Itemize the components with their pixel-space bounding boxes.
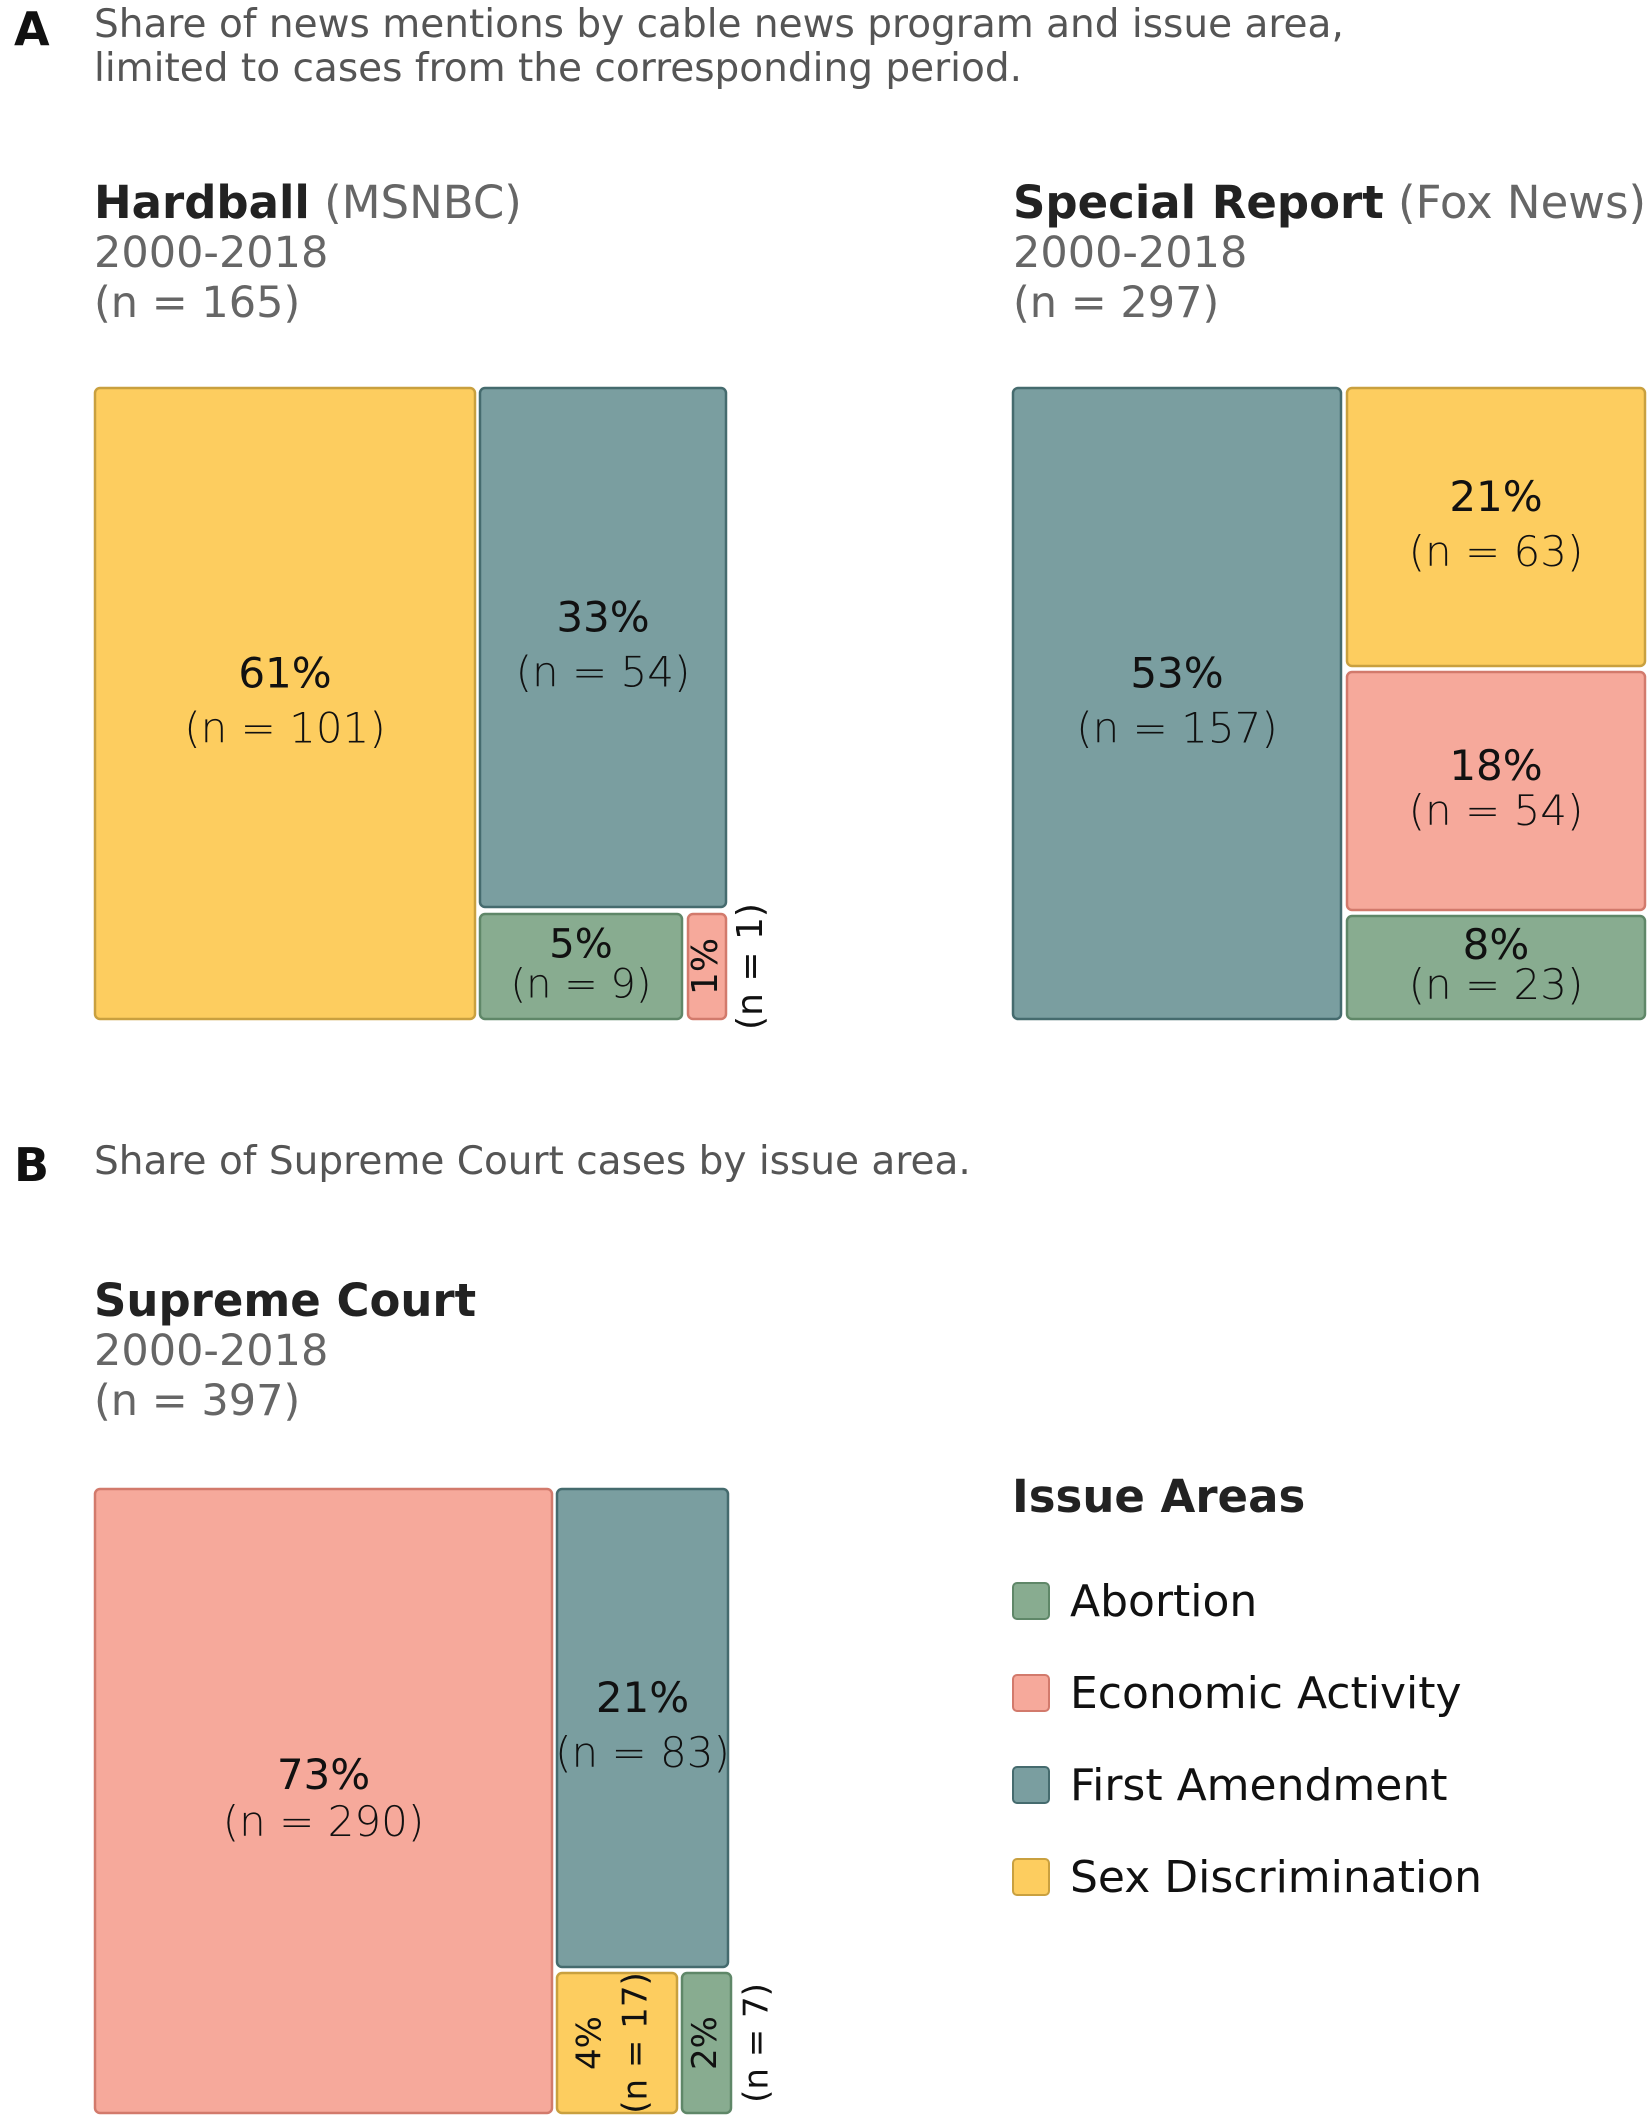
cell-rect [478, 912, 684, 1021]
cell-percent-label: 18% [1449, 741, 1542, 790]
cell-first-amendment: 21% (n = 83) [555, 1487, 730, 1969]
cell-n-label: (n = 54) [516, 648, 691, 697]
cell-n-label: (n = 1) [730, 903, 771, 1030]
cell-economic-activity: 1% (n = 1) [685, 903, 771, 1030]
legend-item-economic-activity: Economic Activity [1012, 1647, 1482, 1739]
cell-rect [93, 1487, 554, 2115]
cell-sex-discrimination: 21% (n = 63) [1345, 386, 1647, 668]
supreme-court-title: Supreme Court [94, 1274, 477, 1327]
special-report-total: (n = 297) [1013, 278, 1220, 328]
cell-abortion: 5%(n = 9) [478, 912, 684, 1021]
cell-n-label: (n = 290) [223, 1797, 424, 1846]
cell-percent-label: 1% [685, 938, 726, 995]
cell-rect [1011, 386, 1343, 1021]
legend-title: Issue Areas [1012, 1470, 1306, 1523]
panel-letter-b: B [14, 1138, 50, 1192]
cell-sex-discrimination: 61% (n = 101) [93, 386, 477, 1021]
cell-rect [680, 1971, 733, 2115]
supreme-court-period: 2000-2018 [94, 1326, 329, 1376]
cell-sex-discrimination: 4% (n = 17) [555, 1971, 679, 2115]
cell-rect [555, 1971, 679, 2115]
special-report-title: Special Report [1013, 176, 1384, 229]
hardball-period: 2000-2018 [94, 228, 329, 278]
cell-n-label: (n = 54) [1409, 786, 1584, 835]
legend-item-abortion: Abortion [1012, 1555, 1482, 1647]
hardball-total: (n = 165) [94, 278, 301, 328]
legend: Issue Areas Abortion Economic Activity F… [1012, 1470, 1482, 1923]
legend-swatch-first-amendment [1012, 1766, 1050, 1804]
cell-percent-label: 2% [685, 2016, 725, 2070]
legend-label: Abortion [1070, 1575, 1258, 1627]
cell-economic-activity: 73%(n = 290) [93, 1487, 554, 2115]
cell-rect [555, 1487, 730, 1969]
cell-abortion: 8%(n = 23) [1345, 914, 1647, 1021]
treemap-hardball: 61%(n = 101)33%(n = 54)5%(n = 9) 1% (n = 1… [93, 386, 771, 1030]
legend-item-first-amendment: First Amendment [1012, 1739, 1482, 1831]
legend-swatch-abortion [1012, 1582, 1050, 1620]
cell-rect [1345, 914, 1647, 1021]
cell-percent-label: 33% [556, 593, 649, 642]
treemap-supreme-court: 73%(n = 290)21%(n = 83)4% (n = 17) 2% (n = … [93, 1487, 777, 2115]
cell-percent-label: 21% [1449, 472, 1542, 521]
cell-n-label: (n = 17) [616, 1972, 656, 2113]
hardball-header: Hardball (MSNBC) 2000-2018 (n = 165) [94, 176, 522, 329]
cell-n-label: (n = 83) [555, 1728, 730, 1777]
panel-letter-a: A [14, 2, 50, 56]
cell-percent-label: 8% [1463, 920, 1530, 969]
legend-label: First Amendment [1070, 1759, 1448, 1811]
legend-label: Economic Activity [1070, 1667, 1462, 1719]
cell-n-label: (n = 101) [184, 704, 385, 753]
cell-n-label: (n = 157) [1076, 704, 1277, 753]
cell-rect [686, 912, 728, 1021]
hardball-network: (MSNBC) [324, 176, 522, 229]
supreme-court-header: Supreme Court 2000-2018 (n = 397) [94, 1274, 477, 1427]
cell-percent-label: 21% [596, 1673, 689, 1722]
treemap-special-report: 53%(n = 157)21%(n = 63)18%(n = 54)8%(n =… [1011, 386, 1647, 1021]
cell-n-label: (n = 9) [511, 962, 652, 1008]
special-report-header: Special Report (Fox News) 2000-2018 (n =… [1013, 176, 1647, 329]
cell-first-amendment: 53% (n = 157) [1011, 386, 1343, 1021]
cell-rect [1345, 670, 1647, 912]
cell-percent-label: 53% [1130, 649, 1223, 698]
panel-b-subtitle: Share of Supreme Court cases by issue ar… [94, 1139, 971, 1184]
special-report-network: (Fox News) [1398, 176, 1647, 229]
panel-a-subtitle: Share of news mentions by cable news pro… [94, 2, 1344, 91]
cell-rect [93, 386, 477, 1021]
hardball-title: Hardball [94, 176, 310, 229]
cell-n-label: (n = 63) [1409, 527, 1584, 576]
cell-percent-label: 73% [277, 1750, 370, 1799]
legend-swatch-sex-discrimination [1012, 1858, 1050, 1896]
cell-percent-label: 5% [549, 922, 612, 968]
cell-percent-label: 4% [570, 2016, 610, 2070]
supreme-court-total: (n = 397) [94, 1376, 301, 1426]
cell-rect [478, 386, 728, 909]
legend-item-sex-discrimination: Sex Discrimination [1012, 1831, 1482, 1923]
cell-n-label: (n = 23) [1409, 960, 1584, 1009]
cell-first-amendment: 33% (n = 54) [478, 386, 728, 909]
special-report-period: 2000-2018 [1013, 228, 1248, 278]
legend-swatch-economic-activity [1012, 1674, 1050, 1712]
cell-economic-activity: 18%(n = 54) [1345, 670, 1647, 912]
cell-rect [1345, 386, 1647, 668]
cell-abortion: 2% (n = 7) [680, 1971, 777, 2115]
cell-percent-label: 61% [238, 649, 331, 698]
cell-n-label: (n = 7) [737, 1983, 777, 2103]
legend-label: Sex Discrimination [1070, 1851, 1483, 1903]
